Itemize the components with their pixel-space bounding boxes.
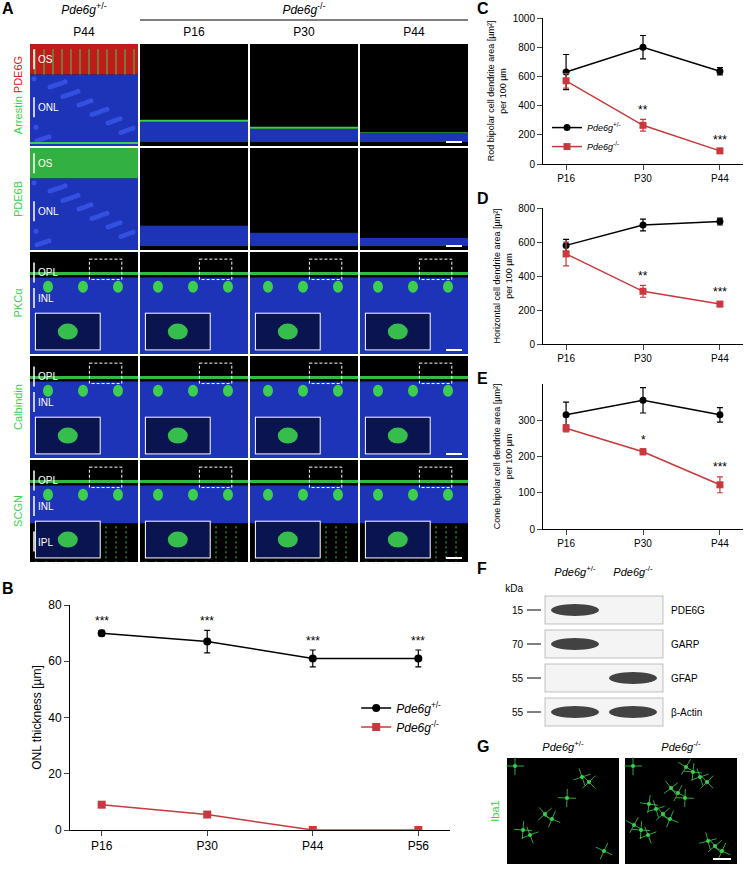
svg-text:***: ***: [713, 285, 727, 299]
svg-text:***: ***: [713, 133, 727, 147]
svg-text:800: 800: [518, 42, 535, 53]
svg-text:P44: P44: [711, 353, 729, 364]
svg-text:1000: 1000: [513, 13, 536, 24]
svg-text:P44: P44: [711, 538, 729, 549]
svg-text:OS: OS: [38, 158, 53, 169]
svg-text:80: 80: [48, 598, 62, 612]
svg-text:P30: P30: [634, 353, 652, 364]
svg-text:Rod bipolar cell dendrite area: Rod bipolar cell dendrite area [µm²]per …: [486, 21, 508, 162]
svg-text:P30: P30: [293, 25, 315, 39]
svg-text:P44: P44: [403, 25, 425, 39]
svg-text:0: 0: [529, 339, 535, 350]
svg-text:55: 55: [512, 673, 524, 684]
svg-text:200: 200: [518, 451, 535, 462]
svg-text:600: 600: [518, 237, 535, 248]
svg-text:***: ***: [306, 634, 320, 648]
svg-text:OPL: OPL: [38, 475, 58, 486]
svg-text:P56: P56: [408, 839, 430, 853]
svg-text:OPL: OPL: [38, 267, 58, 278]
svg-text:Pde6g-/-: Pde6g-/-: [661, 739, 701, 753]
svg-text:PKCα: PKCα: [12, 288, 24, 318]
svg-text:400: 400: [518, 271, 535, 282]
svg-text:*: *: [641, 433, 646, 447]
svg-text:60: 60: [48, 654, 62, 668]
svg-text:PDE6G: PDE6G: [671, 605, 705, 616]
svg-text:***: ***: [200, 614, 214, 628]
svg-text:Pde6g+/-: Pde6g+/-: [542, 739, 584, 753]
svg-text:300: 300: [518, 415, 535, 426]
html-text:B: B: [2, 580, 14, 597]
svg-text:40: 40: [48, 711, 62, 725]
svg-text:Pde6g​+/-​: Pde6g​+/-​: [396, 700, 441, 716]
svg-text:***: ***: [95, 614, 109, 628]
svg-text:ONL thickness [µm]: ONL thickness [µm]: [30, 665, 44, 770]
svg-text:IPL: IPL: [38, 537, 53, 548]
svg-text:kDa: kDa: [505, 583, 523, 594]
svg-text:Pde6g+/-: Pde6g+/-: [61, 1, 106, 17]
svg-text:Pde6g+/-: Pde6g+/-: [554, 564, 596, 578]
svg-text:INL: INL: [38, 293, 54, 304]
svg-text:P44: P44: [73, 25, 95, 39]
svg-text:600: 600: [518, 71, 535, 82]
svg-text:P16: P16: [557, 173, 575, 184]
svg-text:PDE6B: PDE6B: [12, 181, 24, 217]
svg-text:0: 0: [55, 823, 62, 837]
svg-text:200: 200: [518, 129, 535, 140]
svg-text:Arrestin PDE6G: Arrestin PDE6G: [12, 56, 24, 134]
svg-text:Pde6g​-/-​: Pde6g​-/-​: [587, 140, 619, 152]
html-text:F: F: [477, 560, 487, 577]
svg-text:OPL: OPL: [38, 371, 58, 382]
html-text:E: E: [477, 370, 488, 387]
svg-text:55: 55: [512, 707, 524, 718]
svg-text:Calbindin: Calbindin: [12, 384, 24, 430]
html-text:G: G: [477, 738, 490, 755]
svg-text:200: 200: [518, 305, 535, 316]
svg-text:INL: INL: [38, 501, 54, 512]
svg-text:P30: P30: [634, 173, 652, 184]
svg-text:Pde6g-/-: Pde6g-/-: [282, 1, 325, 17]
svg-text:**: **: [638, 269, 648, 283]
svg-text:Horizontal cell dendrite area: Horizontal cell dendrite area [µm²]per 1…: [492, 208, 514, 343]
svg-text:P44: P44: [302, 839, 324, 853]
svg-text:P16: P16: [91, 839, 113, 853]
svg-text:Iba1: Iba1: [489, 800, 501, 821]
svg-text:15: 15: [512, 605, 524, 616]
svg-text:P16: P16: [557, 538, 575, 549]
svg-text:ONL: ONL: [38, 206, 59, 217]
svg-text:Pde6g-/-: Pde6g-/-: [613, 564, 653, 578]
svg-text:Pde6g​+/-​: Pde6g​+/-​: [587, 121, 621, 133]
svg-text:ONL: ONL: [38, 102, 59, 113]
svg-text:Pde6g​-/-​: Pde6g​-/-​: [396, 719, 439, 735]
html-text:A: A: [2, 0, 14, 17]
svg-text:Cone bipolar cell dendrite are: Cone bipolar cell dendrite area [µm²]per…: [492, 384, 514, 530]
svg-text:SCGN: SCGN: [12, 495, 24, 527]
svg-text:800: 800: [518, 203, 535, 214]
svg-text:P30: P30: [634, 538, 652, 549]
svg-text:100: 100: [518, 487, 535, 498]
svg-text:P44: P44: [711, 173, 729, 184]
svg-text:***: ***: [713, 460, 727, 474]
svg-text:400: 400: [518, 100, 535, 111]
svg-text:GFAP: GFAP: [671, 673, 698, 684]
svg-text:20: 20: [48, 767, 62, 781]
svg-text:P16: P16: [183, 25, 205, 39]
svg-text:P16: P16: [557, 353, 575, 364]
svg-text:70: 70: [512, 639, 524, 650]
svg-text:**: **: [638, 103, 648, 117]
svg-text:P30: P30: [197, 839, 219, 853]
svg-text:0: 0: [529, 159, 535, 170]
svg-text:OS: OS: [38, 54, 53, 65]
svg-text:GARP: GARP: [671, 639, 700, 650]
svg-text:***: ***: [411, 634, 425, 648]
html-text:D: D: [477, 190, 489, 207]
svg-text:0: 0: [529, 524, 535, 535]
svg-text:β-Actin: β-Actin: [671, 707, 702, 718]
svg-text:INL: INL: [38, 397, 54, 408]
html-text:C: C: [477, 0, 489, 17]
